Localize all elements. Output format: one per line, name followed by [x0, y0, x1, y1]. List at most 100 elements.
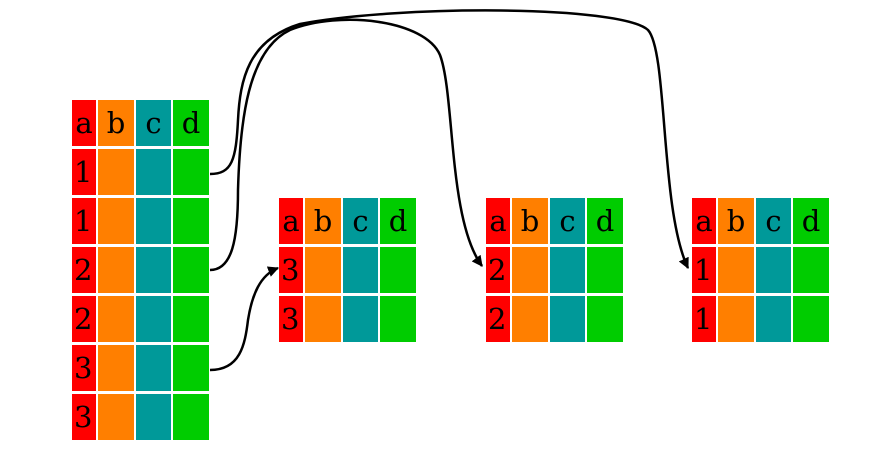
header-label: c [145, 106, 161, 140]
cell-d [173, 296, 209, 342]
header-cell-a [486, 198, 510, 244]
cell-a [486, 296, 510, 342]
cell-a [279, 247, 303, 293]
cell-c [550, 296, 585, 342]
cell-a [692, 247, 716, 293]
cell-b [512, 247, 548, 293]
header-label: a [75, 106, 92, 140]
table-source: a b c d 1 1 2 2 3 3 [72, 100, 209, 440]
table-row: 2 [486, 296, 623, 342]
cell-c [136, 296, 171, 342]
cell-b [98, 149, 134, 195]
cell-d [793, 247, 829, 293]
header-cell-d [587, 198, 623, 244]
cell-c [343, 247, 378, 293]
arrow-to-group-1 [209, 9, 690, 269]
cell-b [305, 247, 341, 293]
cell-c [136, 394, 171, 440]
cell-b [98, 198, 134, 244]
cell-b [98, 247, 134, 293]
header-cell-b [718, 198, 754, 244]
row-key-label: 1 [74, 155, 92, 189]
arrow-to-group-3 [209, 266, 280, 372]
cell-b [98, 345, 134, 391]
header-cell-c [136, 100, 171, 146]
cell-a [486, 247, 510, 293]
header-cell-b [98, 100, 134, 146]
row-key-label: 3 [74, 351, 92, 385]
cell-a [72, 345, 96, 391]
arrows [209, 9, 690, 372]
header-label: b [727, 204, 746, 238]
cell-c [136, 247, 171, 293]
header-label: c [559, 204, 575, 238]
row-key-label: 1 [694, 253, 712, 287]
cell-d [173, 149, 209, 195]
cell-a [72, 149, 96, 195]
table-row: 2 [72, 247, 209, 293]
header-label: a [489, 204, 506, 238]
header-label: c [352, 204, 368, 238]
header-cell-c [550, 198, 585, 244]
table-row: 3 [72, 394, 209, 440]
header-cell-c [343, 198, 378, 244]
cell-b [718, 296, 754, 342]
cell-d [587, 296, 623, 342]
header-cell-a [279, 198, 303, 244]
table-group-1: a b c d 1 1 [692, 198, 829, 342]
header-cell-d [173, 100, 209, 146]
table-row: 1 [72, 198, 209, 244]
cell-d [173, 394, 209, 440]
row-key-label: 3 [281, 302, 299, 336]
cell-b [305, 296, 341, 342]
header-label: d [389, 204, 408, 238]
cell-d [380, 296, 416, 342]
cell-a [72, 296, 96, 342]
cell-d [380, 247, 416, 293]
row-key-label: 2 [488, 253, 506, 287]
row-key-label: 1 [694, 302, 712, 336]
header-label: b [107, 106, 126, 140]
cell-a [72, 394, 96, 440]
header-label: d [802, 204, 821, 238]
row-key-label: 2 [74, 253, 92, 287]
header-cell-a [692, 198, 716, 244]
row-key-label: 3 [74, 400, 92, 434]
header-cell-b [305, 198, 341, 244]
table-row: 3 [72, 345, 209, 391]
table-row: 1 [692, 296, 829, 342]
cell-c [550, 247, 585, 293]
cell-d [173, 198, 209, 244]
header-label: a [695, 204, 712, 238]
cell-c [136, 149, 171, 195]
cell-a [72, 247, 96, 293]
row-key-label: 3 [281, 253, 299, 287]
header-label: a [282, 204, 299, 238]
table-group-3: a b c d 3 3 [279, 198, 416, 342]
table-row: 1 [692, 247, 829, 293]
table-group-2: a b c d 2 2 [486, 198, 623, 342]
cell-a [72, 198, 96, 244]
cell-b [98, 394, 134, 440]
cell-c [756, 296, 791, 342]
header-label: d [596, 204, 615, 238]
cell-a [279, 296, 303, 342]
header-label: b [314, 204, 333, 238]
cell-a [692, 296, 716, 342]
header-cell-c [756, 198, 791, 244]
header-label: d [182, 106, 201, 140]
cell-c [136, 345, 171, 391]
cell-c [136, 198, 171, 244]
cell-d [587, 247, 623, 293]
table-row: 3 [279, 296, 416, 342]
header-cell-b [512, 198, 548, 244]
cell-d [173, 247, 209, 293]
cell-b [98, 296, 134, 342]
table-row: 2 [72, 296, 209, 342]
